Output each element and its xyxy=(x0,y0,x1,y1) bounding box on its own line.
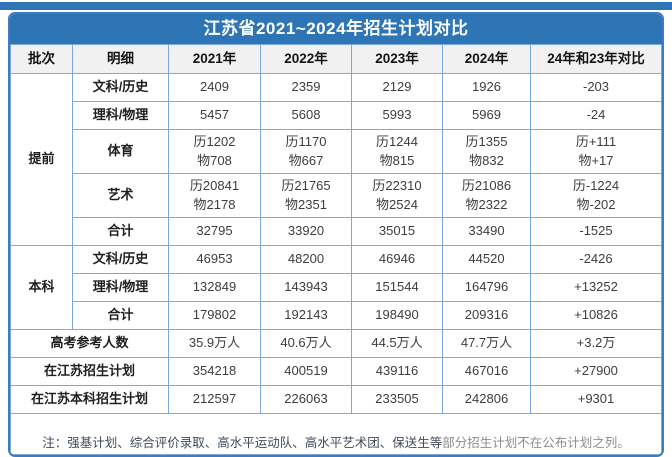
value-cell: 2359 xyxy=(260,73,352,102)
value-cell: 143943 xyxy=(260,273,352,302)
diff-cell: 历-1224 物-202 xyxy=(530,173,662,218)
value-cell: 5608 xyxy=(260,101,352,130)
diff-cell: 历+111 物+17 xyxy=(530,129,662,174)
row-label: 艺术 xyxy=(72,173,169,218)
diff-cell: +3.2万 xyxy=(530,329,662,358)
column-header-2023: 2023年 xyxy=(351,44,443,74)
table-row: 本科 文科/历史 46953 48200 46946 44520 -2426 xyxy=(10,245,662,330)
value-cell: 209316 xyxy=(442,301,531,330)
table-row: 理科/物理 132849 143943 151544 164796 +13252 xyxy=(11,273,662,302)
diff-cell: +13252 xyxy=(530,273,662,302)
value-cell: 5969 xyxy=(442,101,531,130)
column-header-diff: 24年和23年对比 xyxy=(530,44,662,74)
table-row: 高考参考人数 35.9万人 40.6万人 44.5万人 47.7万人 +3.2万 xyxy=(10,329,662,358)
value-cell: 2129 xyxy=(351,73,443,102)
diff-cell: -24 xyxy=(530,101,662,130)
table-row: 合计 32795 33920 35015 33490 -1525 xyxy=(11,217,662,246)
row-label-jiangsu-plan: 在江苏招生计划 xyxy=(10,357,169,386)
row-label: 体育 xyxy=(72,129,169,174)
value-cell: 40.6万人 xyxy=(260,329,352,358)
value-cell: 2409 xyxy=(168,73,261,102)
enrollment-comparison-table: 批次 明细 2021年 2022年 2023年 2024年 24年和23年对比 … xyxy=(10,44,662,456)
value-cell: 44.5万人 xyxy=(351,329,443,358)
value-cell: 46953 xyxy=(168,245,261,274)
page-title: 江苏省2021~2024年招生计划对比 xyxy=(10,14,662,44)
diff-cell: +10826 xyxy=(530,301,662,330)
value-cell: 47.7万人 xyxy=(442,329,531,358)
footnote: 注：强基计划、综合评价录取、高水平运动队、高水平艺术团、保送生等部分招生计划不在… xyxy=(10,412,662,456)
value-cell: 1926 xyxy=(442,73,531,102)
diff-cell: -1525 xyxy=(530,217,662,246)
value-cell: 46946 xyxy=(351,245,443,274)
diff-cell: -2426 xyxy=(530,245,662,274)
value-cell: 212597 xyxy=(168,385,261,414)
value-cell: 242806 xyxy=(442,385,531,414)
table-row: 合计 179802 192143 198490 209316 +10826 xyxy=(11,301,662,330)
column-header-batch: 批次 xyxy=(10,44,73,74)
row-label: 理科/物理 xyxy=(72,101,169,130)
table-row: 体育 历1202 物708 历1170 物667 历1244 物815 历135… xyxy=(11,129,662,174)
diff-cell: +27900 xyxy=(530,357,662,386)
value-cell: 历1355 物832 xyxy=(442,129,531,174)
value-cell: 5993 xyxy=(351,101,443,130)
value-cell: 151544 xyxy=(351,273,443,302)
footnote-highlight: 强基计划、综合评价录取、高水平运动队、高水平艺术团、保送生等 xyxy=(67,436,443,451)
row-label: 合计 xyxy=(72,301,169,330)
value-cell: 233505 xyxy=(351,385,443,414)
comparison-table-card: 江苏省2021~2024年招生计划对比 批次 明细 2021年 2022年 20… xyxy=(8,12,664,457)
value-cell: 32795 xyxy=(168,217,261,246)
footnote-prefix: 注： xyxy=(42,436,68,451)
footnote-row: 注：强基计划、综合评价录取、高水平运动队、高水平艺术团、保送生等部分招生计划不在… xyxy=(10,412,662,456)
value-cell: 354218 xyxy=(168,357,261,386)
value-cell: 400519 xyxy=(260,357,352,386)
value-cell: 439116 xyxy=(351,357,443,386)
table-row: 在江苏本科招生计划 212597 226063 233505 242806 +9… xyxy=(10,385,662,414)
value-cell: 35.9万人 xyxy=(168,329,261,358)
value-cell: 5457 xyxy=(168,101,261,130)
value-cell: 179802 xyxy=(168,301,261,330)
value-cell: 历21765 物2351 xyxy=(260,173,352,218)
value-cell: 历20841 物2178 xyxy=(168,173,261,218)
column-header-2022: 2022年 xyxy=(260,44,352,74)
diff-cell: -203 xyxy=(530,73,662,102)
batch-label-early: 提前 xyxy=(10,73,73,246)
column-header-2021: 2021年 xyxy=(168,44,261,74)
header-row: 批次 明细 2021年 2022年 2023年 2024年 24年和23年对比 xyxy=(10,44,662,74)
value-cell: 历1202 物708 xyxy=(168,129,261,174)
value-cell: 历22310 物2524 xyxy=(351,173,443,218)
column-header-2024: 2024年 xyxy=(442,44,531,74)
value-cell: 48200 xyxy=(260,245,352,274)
value-cell: 132849 xyxy=(168,273,261,302)
row-label: 合计 xyxy=(72,217,169,246)
row-label: 文科/历史 xyxy=(72,73,169,102)
table-row: 提前 文科/历史 2409 2359 2129 1926 -203 xyxy=(10,73,662,246)
column-header-detail: 明细 xyxy=(72,44,169,74)
row-label-exam-participants: 高考参考人数 xyxy=(10,329,169,358)
value-cell: 198490 xyxy=(351,301,443,330)
value-cell: 192143 xyxy=(260,301,352,330)
diff-cell: +9301 xyxy=(530,385,662,414)
value-cell: 33490 xyxy=(442,217,531,246)
row-label-jiangsu-undergrad-plan: 在江苏本科招生计划 xyxy=(10,385,169,414)
value-cell: 467016 xyxy=(442,357,531,386)
top-accent-strip xyxy=(0,2,672,10)
row-label: 理科/物理 xyxy=(72,273,169,302)
value-cell: 历1244 物815 xyxy=(351,129,443,174)
value-cell: 历21086 物2322 xyxy=(442,173,531,218)
footnote-rest: 部分招生计划不在公布计划之列。 xyxy=(442,436,630,451)
value-cell: 226063 xyxy=(260,385,352,414)
value-cell: 历1170 物667 xyxy=(260,129,352,174)
value-cell: 35015 xyxy=(351,217,443,246)
table-row: 在江苏招生计划 354218 400519 439116 467016 +279… xyxy=(10,357,662,386)
table-row: 理科/物理 5457 5608 5993 5969 -24 xyxy=(11,101,662,130)
batch-label-undergrad: 本科 xyxy=(10,245,73,330)
value-cell: 44520 xyxy=(442,245,531,274)
value-cell: 33920 xyxy=(260,217,352,246)
row-label: 文科/历史 xyxy=(72,245,169,274)
value-cell: 164796 xyxy=(442,273,531,302)
table-row: 艺术 历20841 物2178 历21765 物2351 历22310 物252… xyxy=(11,173,662,218)
